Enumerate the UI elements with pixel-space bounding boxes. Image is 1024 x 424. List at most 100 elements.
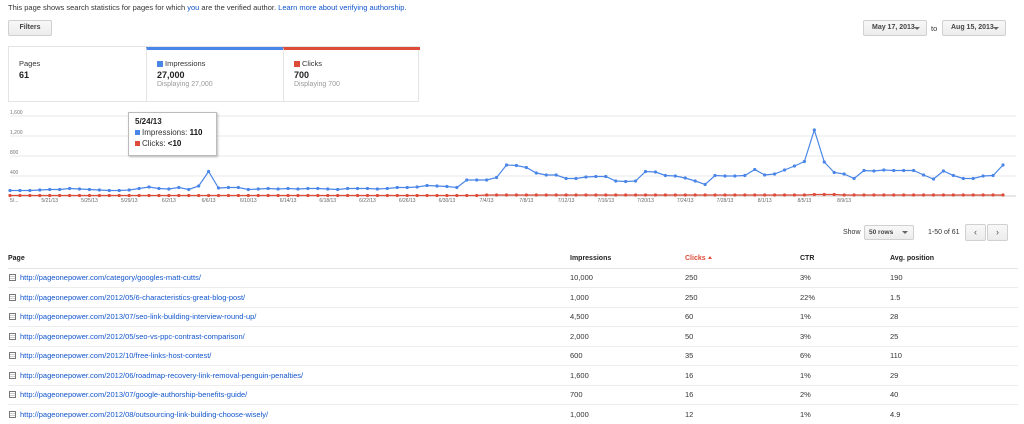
clicks-point[interactable] <box>67 193 72 198</box>
page-url-cell[interactable]: http://pageonepower.com/2013/07/google-a… <box>8 385 570 405</box>
clicks-point[interactable] <box>564 193 568 197</box>
impressions-point[interactable] <box>306 186 310 191</box>
impressions-point[interactable] <box>346 186 350 191</box>
clicks-point[interactable] <box>892 193 896 197</box>
col-clicks-header[interactable]: Clicks <box>685 250 800 269</box>
clicks-point[interactable] <box>485 193 489 197</box>
impressions-point[interactable] <box>157 186 161 191</box>
you-link[interactable]: you <box>187 3 200 12</box>
clicks-point[interactable] <box>624 193 628 197</box>
clicks-point[interactable] <box>633 193 638 197</box>
clicks-point[interactable] <box>753 193 757 197</box>
clicks-point[interactable] <box>862 193 866 197</box>
clicks-point[interactable] <box>773 193 777 197</box>
clicks-point[interactable] <box>673 193 677 197</box>
col-ctr-header[interactable]: CTR <box>800 250 890 269</box>
clicks-point[interactable] <box>197 193 201 198</box>
clicks-point[interactable] <box>822 192 826 197</box>
page-url-cell[interactable]: http://pageonepower.com/2012/06/roadmap-… <box>8 365 570 386</box>
page-url-cell[interactable]: http://pageonepower.com/2012/10/free-lin… <box>8 346 570 366</box>
impressions-point[interactable] <box>127 188 131 192</box>
impressions-point[interactable] <box>355 186 360 191</box>
clicks-point[interactable] <box>812 192 816 197</box>
clicks-point[interactable] <box>266 193 270 198</box>
impressions-point[interactable] <box>763 173 767 177</box>
impressions-point[interactable] <box>951 173 955 178</box>
impressions-point[interactable] <box>226 185 231 190</box>
clicks-point[interactable] <box>693 193 697 197</box>
page-url-link[interactable]: http://pageonepower.com/2012/08/outsourc… <box>20 409 269 419</box>
clicks-point[interactable] <box>574 193 578 197</box>
impressions-point[interactable] <box>822 160 826 164</box>
impressions-point[interactable] <box>713 173 717 178</box>
metric-clicks[interactable]: Clicks 700 Displaying 700 <box>283 47 420 101</box>
impressions-point[interactable] <box>594 174 598 179</box>
impressions-point[interactable] <box>524 165 528 170</box>
impressions-point[interactable] <box>971 176 975 181</box>
checkbox-checked-icon[interactable] <box>157 61 163 67</box>
line-chart[interactable]: 1,600 1,200 800 400 <box>0 108 1024 208</box>
clicks-point[interactable] <box>246 193 250 198</box>
impressions-point[interactable] <box>931 177 936 181</box>
clicks-point[interactable] <box>28 193 32 198</box>
impressions-point[interactable] <box>435 184 439 188</box>
clicks-point[interactable] <box>167 193 171 198</box>
clicks-point[interactable] <box>58 193 62 198</box>
clicks-point[interactable] <box>912 193 916 197</box>
clicks-point[interactable] <box>782 193 787 197</box>
col-page-header[interactable]: Page <box>8 250 570 269</box>
page-url-link[interactable]: http://pageonepower.com/category/googles… <box>20 273 201 283</box>
clicks-point[interactable] <box>97 193 101 198</box>
clicks-point[interactable] <box>107 193 111 198</box>
page-url-cell[interactable]: http://pageonepower.com/2013/07/seo-link… <box>8 307 570 327</box>
clicks-point[interactable] <box>445 193 449 198</box>
clicks-point[interactable] <box>157 193 161 198</box>
clicks-point[interactable] <box>604 193 608 197</box>
chart-canvas[interactable]: 1,600 1,200 800 400 <box>0 108 1024 208</box>
impressions-point[interactable] <box>494 175 499 180</box>
impressions-point[interactable] <box>97 188 101 192</box>
impressions-point[interactable] <box>921 173 926 177</box>
impressions-point[interactable] <box>991 173 995 178</box>
clicks-point[interactable] <box>594 193 598 197</box>
clicks-point[interactable] <box>455 193 459 198</box>
page-url-link[interactable]: http://pageonepower.com/2013/07/google-a… <box>20 390 248 400</box>
impressions-point[interactable] <box>405 185 409 190</box>
clicks-point[interactable] <box>326 193 330 198</box>
impressions-point[interactable] <box>852 176 856 181</box>
impressions-point[interactable] <box>743 173 747 178</box>
impressions-point[interactable] <box>554 173 558 177</box>
clicks-point[interactable] <box>882 193 886 197</box>
clicks-point[interactable] <box>475 193 479 198</box>
impressions-point[interactable] <box>256 187 260 191</box>
impressions-point[interactable] <box>385 186 389 191</box>
impressions-point[interactable] <box>246 187 250 192</box>
clicks-point[interactable] <box>127 193 131 198</box>
impressions-point[interactable] <box>643 169 648 174</box>
clicks-point[interactable] <box>236 193 240 198</box>
rows-per-page-dropdown[interactable]: 50 rows <box>864 225 914 240</box>
impressions-point[interactable] <box>544 173 548 177</box>
clicks-point[interactable] <box>971 193 975 197</box>
impressions-point[interactable] <box>296 187 300 191</box>
impressions-point[interactable] <box>782 168 787 172</box>
page-url-link[interactable]: http://pageonepower.com/2012/06/roadmap-… <box>20 370 304 380</box>
impressions-point[interactable] <box>465 178 469 182</box>
clicks-point[interactable] <box>713 193 717 197</box>
clicks-point[interactable] <box>18 193 22 198</box>
impressions-point[interactable] <box>18 188 22 193</box>
clicks-point[interactable] <box>554 193 558 197</box>
clicks-point[interactable] <box>723 193 727 197</box>
impressions-point[interactable] <box>326 187 330 191</box>
clicks-point[interactable] <box>355 193 360 198</box>
clicks-point[interactable] <box>276 193 280 198</box>
clicks-point[interactable] <box>504 193 509 197</box>
impressions-point[interactable] <box>395 185 399 190</box>
clicks-point[interactable] <box>1001 193 1005 197</box>
clicks-point[interactable] <box>435 193 439 198</box>
impressions-point[interactable] <box>842 172 846 176</box>
impressions-point[interactable] <box>614 179 618 183</box>
impressions-point[interactable] <box>177 185 181 190</box>
page-url-cell[interactable]: http://pageonepower.com/2012/05/6-charac… <box>8 287 570 308</box>
impressions-point[interactable] <box>1001 163 1005 167</box>
